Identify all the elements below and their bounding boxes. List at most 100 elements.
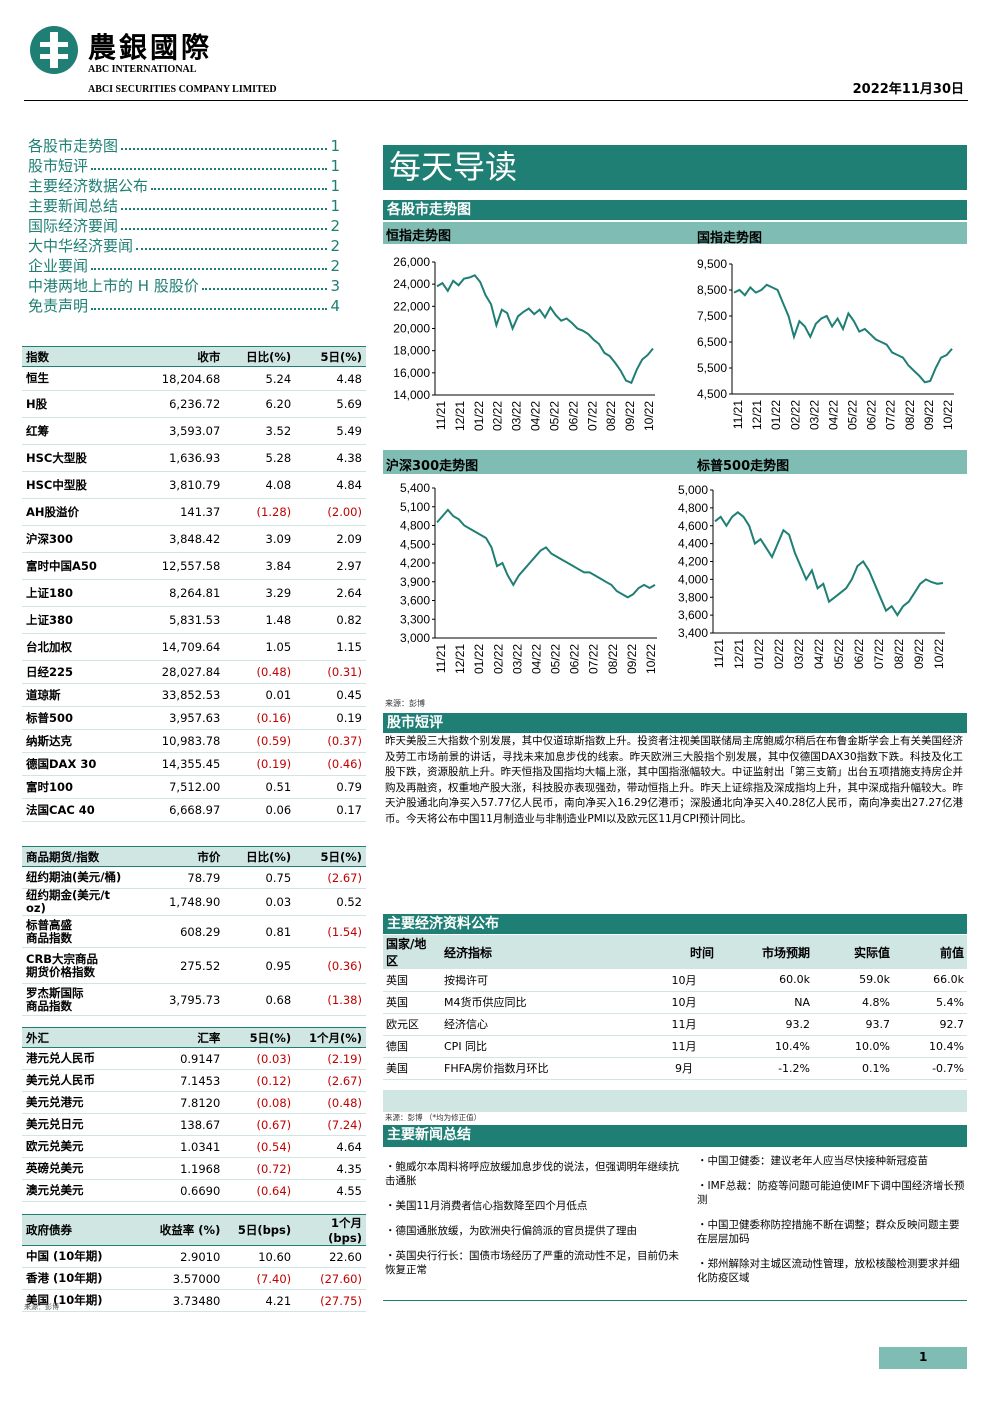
table-row: HSC大型股 1,636.93 5.28 4.38 (22, 444, 366, 472)
abc-logo-icon (30, 26, 78, 74)
toc-label: 国际经济要闻 (28, 217, 119, 235)
news-item[interactable]: ・德国通胀放缓，为欧洲央行偏鸽派的官员提供了理由 (385, 1225, 637, 1237)
table-cell: 10.4% (775, 1039, 810, 1053)
x-tick-label: 09/22 (912, 639, 926, 669)
table-cell: 2.97 (295, 552, 366, 580)
news-item[interactable]: ・美国11月消费者信心指数降至四个月低点 (385, 1200, 588, 1212)
table-cell: 欧元区 (386, 1018, 419, 1031)
news-item[interactable]: ・鲍威尔本周料将呼应放缓加息步伐的说法，但强调明年继续抗击通胀 (385, 1161, 679, 1187)
x-tick-label: 07/22 (872, 639, 886, 669)
column-header: 经济指标 (444, 945, 493, 960)
table-cell: 22.60 (295, 1245, 366, 1268)
table-cell: 4.8% (862, 995, 890, 1009)
table-cell: (2.67) (295, 1069, 366, 1092)
commentary-title: 股市短评 (383, 713, 967, 733)
table-cell: 6,236.72 (133, 390, 225, 418)
table-cell: 1.05 (224, 633, 296, 661)
table-cell: 1.15 (295, 633, 366, 661)
x-tick-label: 06/22 (568, 644, 582, 674)
y-tick-label: 4,200 (400, 556, 430, 570)
header-divider (24, 100, 968, 101)
table-cell: 罗杰斯国际 商品指数 (22, 983, 134, 1016)
column-header: 外汇 (22, 1027, 134, 1048)
table-cell: 富时中国A50 (22, 552, 134, 580)
x-tick-label: 10/22 (941, 400, 955, 430)
toc-leader (91, 296, 328, 310)
econ-filler (383, 1090, 967, 1112)
y-tick-label: 3,600 (400, 594, 430, 608)
toc-leader (151, 176, 328, 190)
fx-table: 外汇 汇率 5日(%) 1个月(%) 港元兑人民币 0.9147 (0.03) (2.19) 美… (22, 1027, 366, 1202)
table-cell: (2.00) (295, 498, 366, 526)
x-tick-label: 04/22 (529, 401, 543, 431)
table-row: 上证380 5,831.53 1.48 0.82 (22, 606, 366, 634)
table-cell: 4.55 (295, 1179, 366, 1202)
table-cell: 60.0k (779, 973, 810, 987)
toc-leader (136, 236, 328, 250)
news-item[interactable]: ・中国卫健委称防控措施不断在调整；群众反映问题主要在层层加码 (697, 1219, 960, 1245)
toc-item[interactable]: 大中华经济要闻 2 (28, 236, 340, 256)
toc-page: 1 (330, 197, 340, 215)
toc-item[interactable]: 企业要闻 2 (28, 256, 340, 276)
table-cell: 0.82 (295, 606, 366, 634)
y-tick-label: 14,000 (393, 388, 430, 402)
table-cell: 欧元兑美元 (22, 1135, 134, 1158)
news-item[interactable]: ・郑州解除对主城区流动性管理，放松核酸检测要求并细化防疫区域 (697, 1258, 960, 1284)
x-tick-label: 11/21 (434, 401, 448, 430)
toc-item[interactable]: 主要新闻总结 1 (28, 196, 340, 216)
toc-item[interactable]: 国际经济要闻 2 (28, 216, 340, 236)
column-header: 收市 (133, 346, 225, 367)
series-line (436, 274, 654, 385)
table-row: 台北加权 14,709.64 1.05 1.15 (22, 633, 366, 661)
table-row: HSC中型股 3,810.79 4.08 4.84 (22, 471, 366, 499)
y-tick-label: 3,600 (678, 608, 708, 622)
news-item[interactable]: ・中国卫健委：建议老年人应当尽快接种新冠疫苗 (697, 1155, 928, 1167)
table-row: 罗杰斯国际 商品指数 3,795.73 0.68 (1.38) (22, 983, 366, 1016)
table-cell: 1.0341 (133, 1135, 225, 1158)
table-row: 英磅兑美元 1.1968 (0.72) 4.35 (22, 1157, 366, 1180)
table-cell: 港元兑人民币 (22, 1047, 134, 1070)
table-cell: 3.57000 (133, 1267, 225, 1290)
table-cell: (0.31) (295, 660, 366, 684)
table-row: 欧元兑美元 1.0341 (0.54) 4.64 (22, 1135, 366, 1158)
commentary-text: 昨天美股三大指数个别发展，其中仅道琼斯指数上升。投资者注视美国联储局主席鲍威尔稍… (385, 735, 963, 825)
table-cell: M4货币供应同比 (444, 996, 527, 1009)
series-line (436, 508, 656, 599)
table-cell: (0.54) (224, 1135, 296, 1158)
table-cell: 3,957.63 (133, 706, 225, 730)
bond-table-container: 政府债券 收益率 (%) 5日(bps) 1个月(bps) 中国 (10年期) 2.901… (22, 1214, 366, 1312)
page-number-box (879, 1347, 967, 1369)
econ-table: 国家/地区 经济指标 时间 市场预期 实际值 前值 英国 按揭许可 10月 60.0k 59.0k 6… (383, 935, 967, 1080)
y-tick-label: 3,400 (678, 626, 708, 640)
toc-item[interactable]: 股市短评 1 (28, 156, 340, 176)
table-row: 美元兑日元 138.67 (0.67) (7.24) (22, 1113, 366, 1136)
table-cell: 2.09 (295, 525, 366, 553)
news-item[interactable]: ・IMF总裁：防疫等问题可能迫使IMF下调中国经济增长预测 (697, 1180, 965, 1206)
table-cell: CPI 同比 (444, 1040, 488, 1053)
table-cell: 3.73480 (133, 1289, 225, 1312)
y-tick-label: 5,100 (400, 500, 430, 514)
news-item[interactable]: ・英国央行行长：国债市场经历了严重的流动性不足，目前仍未恢复正常 (385, 1250, 679, 1276)
table-cell: 纽约期金(美元/t oz) (22, 888, 134, 916)
toc-item[interactable]: 主要经济数据公布 1 (28, 176, 340, 196)
toc-item[interactable]: 各股市走势图 1 (28, 136, 340, 156)
table-cell: 5.24 (224, 366, 296, 391)
table-row: 纽约期油(美元/桶) 78.79 0.75 (2.67) (22, 866, 366, 889)
x-tick-label: 06/22 (852, 639, 866, 669)
table-cell: CRB大宗商品 期货价格指数 (22, 947, 134, 984)
table-cell: 18,204.68 (133, 366, 225, 391)
x-tick-label: 11/21 (434, 644, 448, 673)
fx-table-container: 外汇 汇率 5日(%) 1个月(%) 港元兑人民币 0.9147 (0.03) (2.19) 美… (22, 1027, 366, 1202)
toc-label: 各股市走势图 (28, 137, 119, 155)
toc-item[interactable]: 中港两地上市的 H 股股价 3 (28, 276, 340, 296)
logo-chinese: 農銀國際 (88, 31, 213, 64)
toc-page: 2 (330, 237, 340, 255)
table-cell: 美元兑港元 (22, 1091, 134, 1114)
x-tick-label: 04/22 (529, 644, 543, 674)
toc-item[interactable]: 免责声明 4 (28, 296, 340, 316)
y-tick-label: 5,500 (697, 361, 727, 375)
toc-page: 2 (330, 257, 340, 275)
chart-title-sp500: 标普500走势图 (697, 459, 790, 474)
x-tick-label: 07/22 (587, 644, 601, 674)
table-row: CRB大宗商品 期货价格指数 275.52 0.95 (0.36) (22, 947, 366, 984)
